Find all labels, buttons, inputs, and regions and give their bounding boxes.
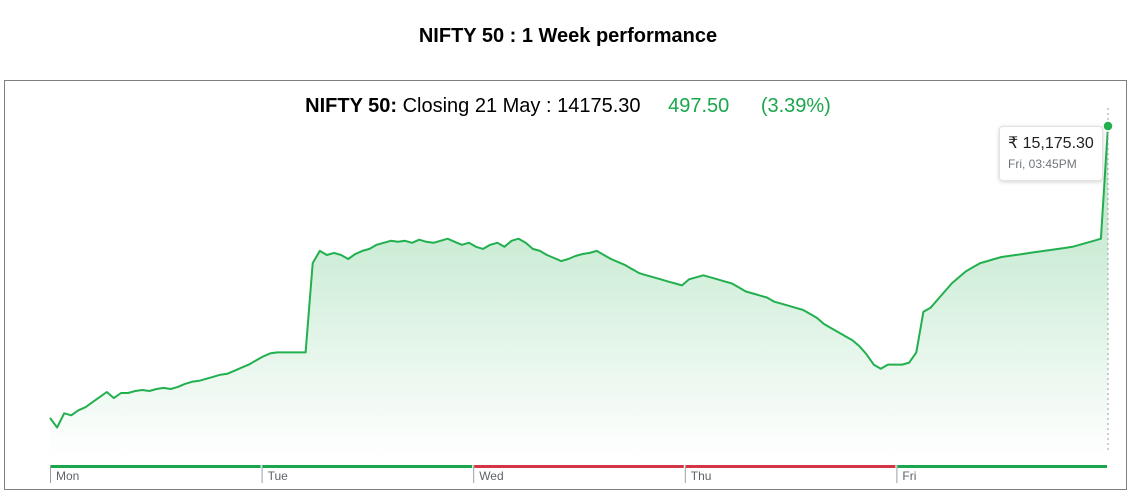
tooltip-time: Fri, 03:45PM xyxy=(1008,157,1077,171)
day-bar-mon xyxy=(51,465,261,468)
day-label-thu: Thu xyxy=(691,469,712,483)
price-tooltip: ₹ 15,175.30 Fri, 03:45PM xyxy=(999,126,1103,181)
tooltip-value: ₹ 15,175.30 xyxy=(1008,135,1094,152)
page-title: NIFTY 50 : 1 Week performance xyxy=(418,25,718,47)
day-bar-tue xyxy=(262,465,473,468)
day-label-fri: Fri xyxy=(902,469,916,483)
day-bar-thu xyxy=(685,465,896,468)
change-value: 497.50 xyxy=(668,95,730,117)
day-bar-wed xyxy=(474,465,684,468)
index-label: NIFTY 50: xyxy=(305,95,398,117)
last-point-marker xyxy=(1102,120,1114,132)
change-percent: (3.39%) xyxy=(760,95,831,117)
day-bar-fri xyxy=(897,465,1107,468)
day-label-mon: Mon xyxy=(56,469,79,483)
day-label-tue: Tue xyxy=(268,469,289,483)
chart-frame xyxy=(4,80,1127,490)
day-label-wed: Wed xyxy=(479,469,503,483)
series-area xyxy=(50,126,1108,458)
chart-header: NIFTY 50: Closing 21 May : 14175.30 497.… xyxy=(0,95,1136,118)
series-line xyxy=(49,126,1109,429)
closing-text: Closing 21 May : 14175.30 xyxy=(402,95,641,117)
